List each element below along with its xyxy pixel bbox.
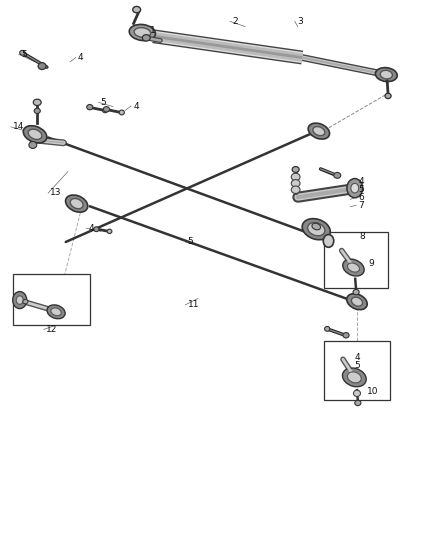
Text: 14: 14 [13,123,25,131]
Ellipse shape [353,390,360,397]
Text: 5: 5 [101,98,106,107]
Ellipse shape [29,142,37,148]
Text: 5: 5 [355,361,360,369]
Ellipse shape [380,70,392,79]
Ellipse shape [87,104,93,110]
Bar [13,274,90,325]
Text: 6: 6 [358,193,364,201]
Text: 9: 9 [368,259,374,268]
Text: 5: 5 [21,50,27,59]
Circle shape [323,235,334,247]
Text: 10: 10 [367,387,378,395]
Ellipse shape [66,195,88,212]
Bar [324,341,390,400]
Ellipse shape [343,368,366,387]
Text: 3: 3 [297,17,303,26]
Ellipse shape [291,173,300,181]
Text: 5: 5 [187,238,193,246]
Ellipse shape [334,172,341,179]
Ellipse shape [375,68,397,82]
Ellipse shape [307,223,325,236]
Circle shape [347,179,363,198]
Ellipse shape [325,326,330,331]
Ellipse shape [308,123,329,139]
Ellipse shape [28,129,42,140]
Ellipse shape [291,180,300,187]
Ellipse shape [351,297,363,306]
Ellipse shape [70,198,83,209]
Ellipse shape [107,229,112,233]
Ellipse shape [23,300,28,304]
Text: 7: 7 [358,201,364,209]
Ellipse shape [33,99,41,106]
Ellipse shape [347,263,360,272]
Ellipse shape [347,294,367,310]
Ellipse shape [347,372,361,383]
Text: 13: 13 [50,189,62,197]
Ellipse shape [343,333,349,338]
Ellipse shape [292,166,299,172]
Ellipse shape [103,107,110,112]
Ellipse shape [312,223,321,230]
Ellipse shape [343,259,364,276]
Ellipse shape [119,110,124,115]
Ellipse shape [353,289,359,295]
Text: 8: 8 [359,232,365,241]
Ellipse shape [34,108,40,114]
Ellipse shape [302,219,330,240]
Circle shape [351,183,359,193]
Ellipse shape [51,308,61,316]
Ellipse shape [355,400,361,406]
Text: 4: 4 [133,102,139,110]
Text: 1: 1 [150,27,156,35]
Ellipse shape [47,305,65,319]
Text: 11: 11 [187,301,199,309]
Bar [324,232,388,288]
Ellipse shape [23,126,47,143]
Ellipse shape [133,6,141,13]
Ellipse shape [20,50,25,55]
Text: 4: 4 [78,53,84,62]
Ellipse shape [142,35,150,41]
Text: 4: 4 [355,353,360,361]
Text: 2: 2 [232,17,238,26]
Ellipse shape [102,108,108,112]
Ellipse shape [291,186,300,193]
Circle shape [16,296,23,304]
Ellipse shape [385,93,391,99]
Text: 4: 4 [88,224,94,232]
Ellipse shape [38,63,46,69]
Ellipse shape [94,227,99,232]
Text: 5: 5 [358,185,364,193]
Ellipse shape [129,25,155,41]
Text: 12: 12 [46,325,57,334]
Ellipse shape [313,126,325,136]
Ellipse shape [134,28,151,37]
Circle shape [13,292,27,309]
Text: 4: 4 [358,177,364,185]
